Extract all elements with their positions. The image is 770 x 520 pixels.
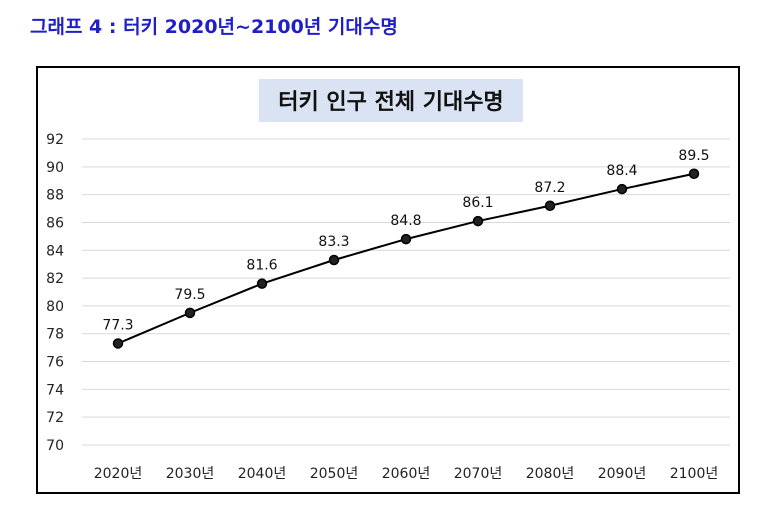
x-tick-label: 2080년 — [526, 466, 575, 482]
data-point — [688, 168, 700, 180]
y-tick-label: 76 — [46, 355, 64, 371]
y-tick-label: 80 — [46, 299, 64, 315]
x-tick-label: 2020년 — [94, 466, 143, 482]
chart-frame: 터키 인구 전체 기대수명 70 72 74 76 78 80 82 84 86 88 90 92 2… — [36, 66, 740, 494]
data-label: 86.1 — [462, 195, 493, 211]
data-point — [112, 338, 124, 349]
x-tick-label: 2070년 — [454, 466, 503, 482]
line-chart: 터키 인구 전체 기대수명 70 72 74 76 78 80 82 84 86 88 90 92 2… — [46, 79, 730, 482]
x-axis-ticks: 2020년 2030년 2040년 2050년 2060년 2070년 2080년 2090년… — [94, 466, 719, 482]
y-tick-label: 90 — [46, 160, 64, 176]
data-point — [256, 278, 268, 289]
data-point — [400, 233, 412, 245]
chart-title: 터키 인구 전체 기대수명 — [278, 90, 503, 115]
y-tick-label: 86 — [46, 215, 64, 231]
y-tick-label: 84 — [46, 243, 64, 259]
data-point — [616, 183, 628, 195]
series-line-group — [112, 168, 700, 349]
data-point — [328, 254, 340, 266]
figure-caption: 그래프 4 : 터키 2020년~2100년 기대수명 — [30, 16, 398, 38]
data-label: 84.8 — [390, 213, 421, 229]
series-line — [117, 172, 695, 345]
data-point — [544, 200, 556, 212]
y-tick-label: 72 — [46, 410, 64, 426]
data-label: 88.4 — [606, 163, 637, 179]
data-labels: 77.3 79.5 81.6 83.3 84.8 86.1 87.2 88.4 89.5 — [102, 148, 709, 334]
chart-title-background — [259, 79, 523, 122]
x-tick-label: 2040년 — [238, 466, 287, 482]
y-tick-label: 92 — [46, 132, 64, 148]
y-tick-label: 70 — [46, 438, 64, 454]
x-tick-label: 2050년 — [310, 466, 359, 482]
x-tick-label: 2060년 — [382, 466, 431, 482]
y-tick-label: 78 — [46, 327, 64, 343]
data-point — [184, 307, 196, 319]
y-tick-label: 82 — [46, 271, 64, 287]
data-label: 83.3 — [318, 234, 349, 250]
data-point — [472, 215, 484, 227]
data-label: 87.2 — [534, 180, 565, 196]
data-label: 77.3 — [102, 317, 133, 333]
y-tick-label: 88 — [46, 188, 64, 204]
y-axis-ticks: 70 72 74 76 78 80 82 84 86 88 90 92 — [46, 132, 64, 454]
data-label: 89.5 — [678, 148, 709, 164]
x-tick-label: 2030년 — [166, 466, 215, 482]
gridlines — [82, 138, 730, 446]
data-label: 79.5 — [174, 287, 205, 303]
data-label: 81.6 — [246, 258, 277, 274]
y-tick-label: 74 — [46, 382, 64, 398]
x-tick-label: 2090년 — [598, 466, 647, 482]
x-tick-label: 2100년 — [670, 466, 719, 482]
